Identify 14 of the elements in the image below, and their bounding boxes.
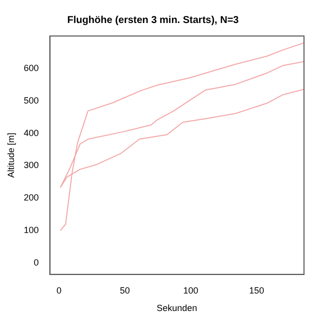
y-tick-label: 100 [24, 225, 39, 236]
x-axis-title: Sekunden [156, 303, 198, 314]
y-tick-label: 200 [24, 192, 39, 203]
y-tick-label: 0 [34, 258, 39, 268]
x-tick-label: 150 [249, 285, 264, 296]
x-tick-label: 0 [56, 285, 62, 296]
y-axis-title: Altitude [m] [6, 132, 16, 178]
x-tick-label: 50 [120, 285, 130, 296]
y-tick-label: 500 [24, 95, 39, 106]
x-tick-label: 100 [183, 285, 198, 296]
y-tick-label: 600 [24, 62, 39, 73]
y-tick-label: 300 [24, 160, 39, 170]
y-tick-label: 400 [24, 128, 39, 138]
chart-title: Flughöhe (ersten 3 min. Starts), N=3 [67, 14, 240, 26]
